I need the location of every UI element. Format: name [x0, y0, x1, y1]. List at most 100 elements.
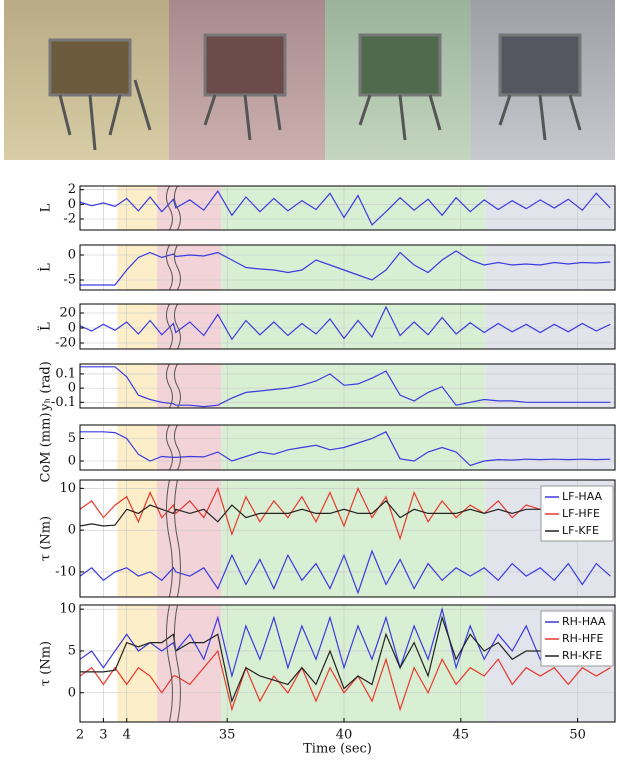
- legend-label: LF-KFE: [562, 524, 599, 537]
- y-tick-label: 0.1: [55, 366, 76, 381]
- x-tick-label: 35: [219, 728, 236, 743]
- series-line: [80, 649, 611, 712]
- y-tick-label: 5: [68, 431, 76, 446]
- panel: [80, 425, 615, 470]
- y-axis-label: L: [39, 203, 54, 212]
- legend-label: LF-HFE: [562, 507, 600, 520]
- y-tick-label: -5: [63, 273, 76, 288]
- phase-band: [117, 186, 158, 230]
- axis-break: [165, 425, 173, 470]
- x-tick-label: 50: [569, 728, 586, 743]
- y-axis-label: τ (Nm): [39, 516, 54, 561]
- legend-label: LF-HAA: [562, 490, 603, 503]
- y-tick-label: -10: [55, 564, 76, 579]
- axis-break: [173, 480, 181, 597]
- y-axis-label: τ (Nm): [39, 641, 54, 686]
- phase-band: [221, 425, 486, 470]
- phase-band: [221, 245, 486, 290]
- y-axis-label: yₕ (rad): [39, 361, 54, 412]
- phase-band: [157, 304, 222, 349]
- phase-band: [117, 245, 158, 290]
- series-line: [80, 431, 611, 467]
- y-tick-label: 20: [59, 306, 76, 321]
- y-tick-label: 0: [68, 454, 76, 469]
- panel-frame: [79, 185, 616, 231]
- x-tick-label: 2: [76, 728, 84, 743]
- series-line: [80, 549, 611, 595]
- y-tick-label: -2: [63, 212, 76, 227]
- panel: [80, 304, 615, 349]
- phase-band: [221, 364, 486, 408]
- series-line: [80, 486, 611, 541]
- y-tick-label: 2: [68, 182, 76, 197]
- axis-break: [173, 425, 181, 470]
- panel: [80, 364, 615, 408]
- y-tick-label: 0: [68, 248, 76, 263]
- phase-band: [221, 605, 486, 722]
- phase-band: [117, 364, 158, 408]
- panel-frame: [79, 604, 616, 723]
- panel-frame: [79, 244, 616, 291]
- y-tick-label: 10: [59, 481, 76, 496]
- panel: [80, 605, 615, 722]
- axis-break: [165, 605, 173, 722]
- phase-band: [157, 364, 222, 408]
- phase-band: [485, 245, 615, 290]
- axis-break: [173, 304, 181, 349]
- phase-band: [157, 425, 222, 470]
- phase-band: [117, 605, 158, 722]
- y-tick-label: -0.1: [51, 395, 76, 410]
- photo-strip: [4, 0, 615, 160]
- panel-frame: [79, 303, 616, 350]
- y-tick-label: 0: [68, 381, 76, 396]
- axis-break: [173, 186, 181, 230]
- axis-break: [173, 245, 181, 290]
- x-tick-label: 4: [123, 728, 131, 743]
- series-line: [80, 250, 611, 286]
- y-tick-label: 0: [68, 685, 76, 700]
- axis-break: [173, 605, 181, 722]
- y-axis-label: L̇: [37, 263, 53, 272]
- y-tick-label: 10: [59, 602, 76, 617]
- y-tick-label: 5: [68, 643, 76, 658]
- y-tick-label: 0: [68, 197, 76, 212]
- panel: [80, 245, 615, 290]
- phase-band: [117, 425, 158, 470]
- robot-sketch: [48, 33, 582, 151]
- panel-frame: [79, 424, 616, 471]
- axis-break: [165, 364, 173, 408]
- legend-label: RH-HFE: [562, 632, 603, 645]
- x-tick-label: 40: [336, 728, 353, 743]
- phase-band: [157, 605, 222, 722]
- axis-break: [173, 364, 181, 408]
- series-line: [80, 366, 611, 408]
- y-axis-label: CoM (mm): [39, 412, 54, 482]
- series-line: [80, 305, 611, 341]
- y-axis-label: L̈: [37, 322, 53, 331]
- series-line: [80, 606, 611, 679]
- y-tick-label: -20: [55, 336, 76, 351]
- phase-band: [117, 480, 158, 597]
- y-tick-label: 0: [68, 321, 76, 336]
- series-line: [80, 615, 611, 704]
- phase-band: [221, 186, 486, 230]
- phase-band: [485, 186, 615, 230]
- phase-band: [485, 425, 615, 470]
- y-tick-label: 0: [68, 523, 76, 538]
- x-axis-label: Time (sec): [303, 742, 372, 757]
- axis-break: [165, 480, 173, 597]
- panel: [80, 480, 615, 597]
- phase-band: [157, 245, 222, 290]
- axis-break: [165, 186, 173, 230]
- panel: [80, 186, 615, 230]
- series-line: [80, 500, 611, 527]
- axis-break: [165, 245, 173, 290]
- legend-label: RH-KFE: [562, 649, 602, 662]
- panel-frame: [79, 479, 616, 598]
- axis-break: [165, 304, 173, 349]
- legend-label: RH-HAA: [562, 615, 606, 628]
- x-tick-label: 3: [99, 728, 107, 743]
- phase-band: [157, 186, 222, 230]
